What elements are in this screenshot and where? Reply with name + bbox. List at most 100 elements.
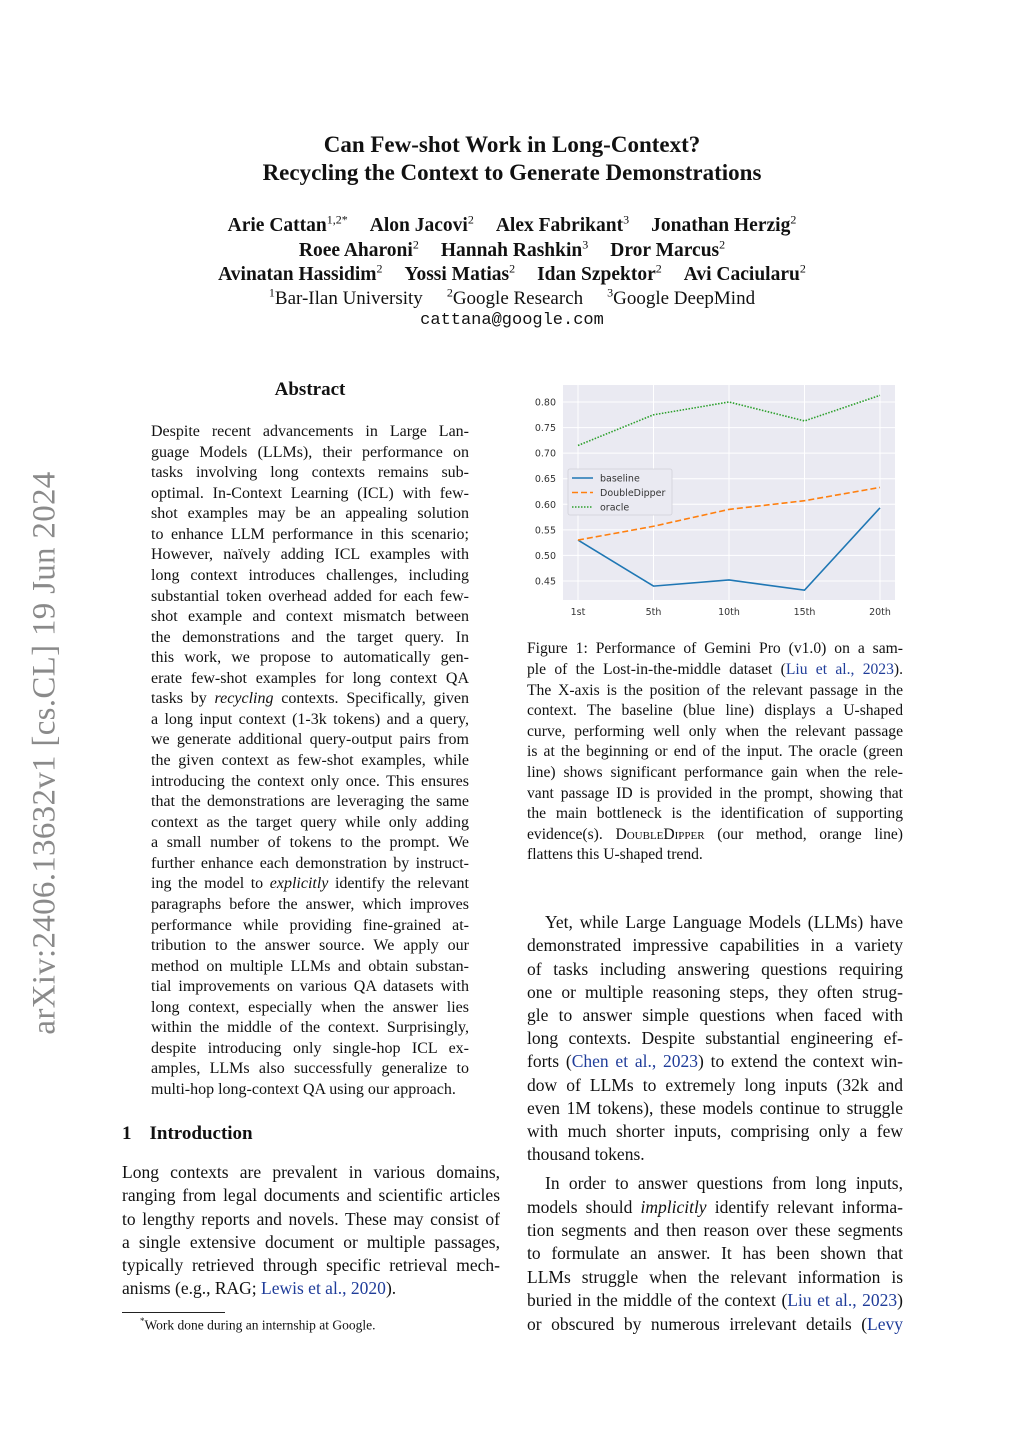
paper-title-line-1: Can Few-shot Work in Long-Context?: [323, 132, 701, 157]
x-tick-label: 20th: [869, 607, 891, 618]
author: Avi Caciularu2: [683, 261, 806, 285]
author: Hannah Rashkin3: [440, 237, 589, 261]
text-line: Long contexts are prevalent in various d…: [122, 1162, 500, 1183]
text-line: tasks by recycling contexts. Specificall…: [151, 690, 469, 708]
text-span: anisms (e.g., RAG;: [122, 1278, 262, 1299]
y-tick-label: 0.50: [535, 551, 556, 562]
footnote: *Work done during an internship at Googl…: [140, 1316, 376, 1334]
text-line: However, naïvely adding ICL examples wit…: [151, 546, 469, 564]
author-affiliation-mark: 1,2*: [326, 212, 348, 226]
legend-box: [567, 468, 673, 516]
text-line: of tasks including answering questions r…: [527, 958, 903, 979]
x-tick-label: 5th: [646, 607, 662, 618]
text-line: the demonstrations and the target query.…: [151, 628, 469, 646]
y-tick-label: 0.80: [535, 398, 556, 409]
text-line: amples, LLMs also successfully generaliz…: [151, 1060, 469, 1078]
text-line: to enhance LLM performance in this scena…: [151, 525, 469, 543]
text-line: Figure 1: Performance of Gemini Pro (v1.…: [527, 640, 903, 658]
text-line: the given context as few-shot examples, …: [151, 752, 469, 770]
series-line-baseline: [577, 507, 881, 592]
series-line-oracle: [577, 394, 881, 447]
y-tick-label: 0.65: [535, 474, 556, 485]
text-line: ranging from legal documents and scienti…: [122, 1185, 500, 1206]
text-span: implicitly: [640, 1196, 707, 1217]
author: Alex Fabrikant3: [495, 212, 630, 236]
y-tick-label: 0.75: [535, 423, 556, 434]
section-heading-introduction: 1 Introduction: [122, 1123, 253, 1145]
text-span: evidence(s).: [527, 825, 616, 843]
citation-link[interactable]: Levy: [867, 1313, 903, 1334]
author-row: Roee Aharoni2 Hannah Rashkin3 Dror Marcus2: [0, 237, 1024, 262]
text-line: tial improvements on various QA datasets…: [151, 978, 469, 996]
series-line-doubledipper: [577, 486, 881, 541]
text-span: ) to extend the context win-: [698, 1051, 904, 1072]
text-span: contexts. Specifically, given: [273, 690, 469, 708]
text-line: the main bottleneck is the identificatio…: [527, 805, 903, 823]
author-row: Avinatan Hassidim2 Yossi Matias2 Idan Szpe…: [0, 261, 1024, 286]
text-line: with much shorter inputs, comprising onl…: [527, 1120, 903, 1141]
author: Avinatan Hassidim2: [218, 261, 383, 285]
text-line: a small number of tokens to the prompt. …: [151, 834, 469, 852]
author: Yossi Matias2: [404, 261, 516, 285]
y-tick-label: 0.45: [535, 577, 556, 588]
text-line: ple of the Lost-in-the-middle dataset (L…: [527, 661, 903, 679]
author-affiliation-mark: 3: [623, 212, 630, 226]
author-affiliation-mark: 2: [790, 212, 797, 226]
x-tick-label: 1st: [571, 607, 586, 618]
text-line: buried in the middle of the context (Liu…: [527, 1290, 903, 1311]
text-span: tasks by: [151, 690, 215, 708]
text-line: Despite recent advancements in Large Lan…: [151, 423, 469, 441]
text-line: guage Models (LLMs), their performance o…: [151, 443, 469, 461]
text-line: dow of LLMs to extremely long inputs (32…: [527, 1074, 903, 1095]
text-line: long context introduces challenges, incl…: [151, 567, 469, 584]
text-line: gle to answer simple questions when face…: [527, 1004, 903, 1025]
arxiv-stamp: arXiv:2406.13632v1 [cs.CL] 19 Jun 2024: [26, 471, 63, 1035]
text-span: identify the relevant: [328, 875, 469, 893]
text-span: models should: [527, 1196, 641, 1217]
text-line: one or multiple reasoning steps, they of…: [527, 981, 903, 1002]
text-span: DoubleDipper: [615, 825, 705, 843]
text-line: introducing the context only once. This …: [151, 772, 469, 790]
y-tick-label: 0.60: [535, 500, 556, 511]
text-line: vant passage ID is provided in the promp…: [527, 784, 903, 802]
citation-link[interactable]: Liu et al., 2023: [785, 660, 894, 678]
author: Roee Aharoni2: [298, 237, 419, 261]
author-affiliation-mark: 3: [582, 237, 589, 251]
text-line: models should implicitly identify releva…: [527, 1197, 903, 1218]
text-line: despite introducing only single-hop ICL …: [151, 1039, 469, 1057]
abstract-heading: Abstract: [274, 379, 346, 400]
text-line: tribution to the answer source. We apply…: [151, 937, 469, 955]
text-line: tasks involving long contexts remains su…: [151, 464, 469, 482]
figure-1-chart: 0.45 0.50 0.55 0.60 0.65 0.70 0.75 0.80 1st 5th 10…: [535, 385, 895, 618]
text-line: demonstrated impressive capabilities in …: [527, 935, 903, 956]
footnote-text: Work done during an internship at Google…: [144, 1317, 376, 1333]
text-span: ): [897, 1290, 903, 1311]
author: Idan Szpektor2: [537, 261, 662, 285]
citation-link[interactable]: Lewis et al., 2020: [261, 1278, 386, 1299]
text-line: ing the model to explicitly identify the…: [151, 875, 469, 893]
affiliation: 3Google DeepMind: [607, 286, 756, 310]
text-line: shot example and context mismatch betwee…: [151, 608, 469, 626]
text-span: buried in the middle of the context (: [527, 1290, 788, 1311]
citation-link[interactable]: Liu et al., 2023: [787, 1290, 898, 1311]
text-line: thousand tokens.: [527, 1144, 645, 1165]
section-number: 1: [122, 1123, 132, 1144]
text-line: a long input context (1-3k tokens) and a…: [151, 710, 469, 728]
text-line: to formulate an answer. It has been show…: [527, 1243, 903, 1264]
text-span: or obscured by numerous irrelevant detai…: [527, 1313, 868, 1334]
text-line: long contexts. Despite substantial engin…: [527, 1028, 903, 1049]
text-line: context as the target query while only a…: [151, 813, 469, 831]
x-tick-label: 15th: [794, 607, 816, 618]
text-span: recycling: [214, 690, 274, 708]
affiliation: 2Google Research: [446, 286, 584, 310]
author-row: Arie Cattan1,2* Alon Jacovi2 Alex Fabrikan…: [0, 212, 1024, 237]
text-line: shot examples may be an appealing soluti…: [151, 505, 469, 523]
text-line: is at the beginning or end of the input.…: [527, 743, 903, 761]
text-span: ing the model to: [151, 875, 270, 893]
text-line: performance while providing fine-grained…: [151, 916, 469, 934]
paper-title-line-2: Recycling the Context to Generate Demons…: [262, 160, 762, 185]
author: Alon Jacovi2: [369, 212, 474, 236]
citation-link[interactable]: Chen et al., 2023: [571, 1051, 699, 1072]
text-line: this work, we propose to automatically g…: [151, 649, 469, 667]
author: Arie Cattan1,2*: [227, 212, 348, 236]
